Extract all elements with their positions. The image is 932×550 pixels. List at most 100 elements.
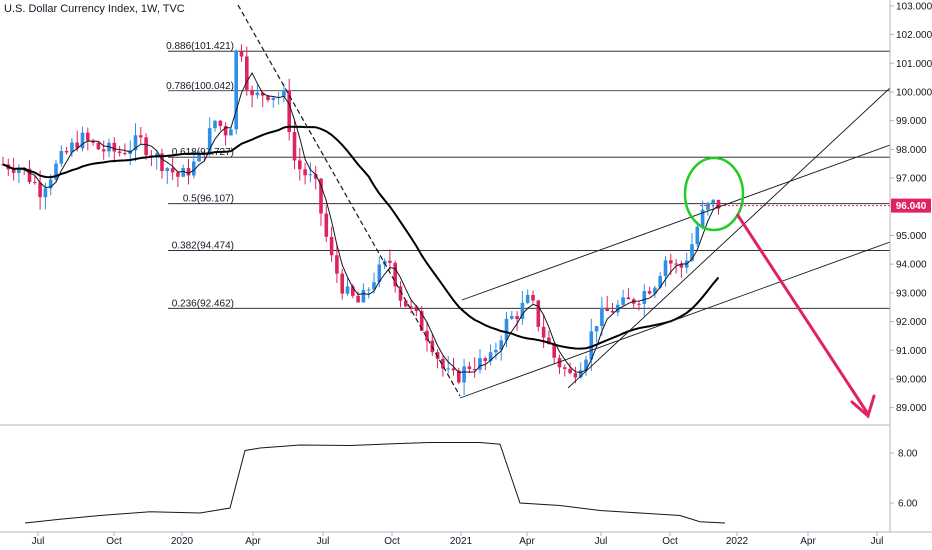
candle-body	[419, 311, 424, 331]
candle-body	[96, 142, 101, 150]
fast-ma-line	[2, 72, 719, 373]
x-tick-label: Apr	[245, 536, 261, 547]
moving-averages-layer	[2, 72, 720, 373]
candle-body	[271, 97, 276, 101]
candle-body	[255, 92, 260, 96]
candle-body	[43, 188, 48, 198]
candle-body	[536, 300, 541, 327]
candle-body	[117, 151, 122, 154]
candle-body	[472, 369, 477, 371]
candle-body	[75, 142, 79, 149]
candle-body	[54, 163, 58, 180]
candle-body	[308, 174, 313, 176]
candle-body	[563, 367, 567, 369]
y-tick-label: 91.000	[896, 346, 927, 357]
fib-label: 0.886(101.421)	[166, 41, 234, 52]
candle-body	[170, 168, 175, 173]
candle-body	[292, 131, 297, 161]
x-tick-label: Oct	[384, 536, 400, 547]
candle-body	[86, 132, 90, 141]
candle-body	[700, 209, 705, 227]
candle-body	[531, 294, 535, 301]
candle-body	[340, 273, 344, 294]
indicator-line	[24, 442, 726, 524]
candle-body	[504, 318, 509, 341]
candle-body	[186, 168, 191, 176]
candle-body	[398, 286, 403, 301]
x-tick-label: Jul	[317, 536, 330, 547]
candle-body	[541, 326, 546, 338]
x-tick-label: Apr	[800, 536, 816, 547]
candle-body	[525, 294, 530, 303]
x-tick-label: Jul	[871, 536, 884, 547]
highlight-circle	[683, 156, 745, 232]
candle-body	[578, 370, 583, 378]
candle-body	[112, 142, 117, 152]
y-tick-label: 100.000	[896, 87, 932, 98]
candle-body	[669, 260, 673, 264]
candle-body	[250, 89, 254, 96]
candle-body	[48, 179, 53, 189]
candle-body	[335, 255, 339, 274]
candle-body	[192, 161, 196, 176]
candle-body	[245, 56, 249, 90]
ind-tick-label: 8.00	[898, 449, 918, 460]
candle-body	[197, 153, 201, 162]
candle-body	[679, 263, 684, 268]
candle-body	[377, 264, 382, 283]
candle-body	[366, 289, 371, 291]
candle-body	[478, 358, 482, 370]
candle-body	[59, 150, 64, 164]
candle-body	[674, 263, 678, 265]
candle-body	[552, 344, 556, 358]
y-tick-label: 89.000	[896, 403, 927, 414]
indicator-pane: 8.00 6.00	[24, 442, 918, 524]
candle-body	[282, 90, 286, 97]
fib-label: 0.5(96.107)	[183, 194, 234, 205]
candle-body	[213, 120, 217, 129]
fib-label: 0.236(92.462)	[172, 298, 234, 309]
candle-body	[457, 370, 461, 383]
fib-label: 0.786(100.042)	[166, 81, 234, 92]
candle-body	[139, 135, 143, 138]
candle-body	[621, 297, 625, 305]
fib-label: 0.382(94.474)	[172, 241, 234, 252]
candle-body	[488, 352, 493, 361]
down-arrow-shaft	[735, 213, 870, 415]
candle-body	[64, 150, 69, 153]
candle-body	[653, 287, 657, 294]
x-tick-label: Jul	[595, 536, 608, 547]
candle-body	[27, 168, 32, 183]
candle-body	[218, 120, 223, 126]
candle-body	[70, 142, 74, 153]
candle-body	[351, 286, 355, 296]
candle-body	[690, 244, 694, 261]
candle-body	[658, 276, 662, 288]
candle-body	[610, 311, 615, 313]
candle-body	[33, 182, 37, 184]
candle-body	[451, 368, 456, 371]
candle-body	[642, 291, 647, 304]
y-tick-label: 94.000	[896, 260, 927, 271]
candle-body	[80, 132, 85, 149]
candle-body	[165, 168, 170, 172]
candle-body	[605, 307, 609, 312]
candle-body	[329, 236, 334, 256]
ind-tick-label: 6.00	[898, 499, 918, 510]
candle-body	[589, 331, 594, 360]
candle-body	[313, 174, 318, 179]
candle-body	[409, 306, 413, 308]
candle-body	[144, 137, 148, 156]
candle-body	[223, 125, 228, 136]
x-tick-label: 2022	[726, 536, 749, 547]
x-tick-label: 2021	[450, 536, 473, 547]
candle-body	[716, 199, 721, 209]
candle-body	[229, 129, 233, 136]
candle-body	[17, 167, 21, 173]
fib-swing-line	[237, 4, 461, 397]
y-tick-label: 97.000	[896, 174, 927, 185]
x-tick-label: 2020	[171, 536, 194, 547]
candle-body	[520, 302, 525, 320]
candle-body	[414, 306, 419, 312]
candle-body	[361, 289, 366, 303]
